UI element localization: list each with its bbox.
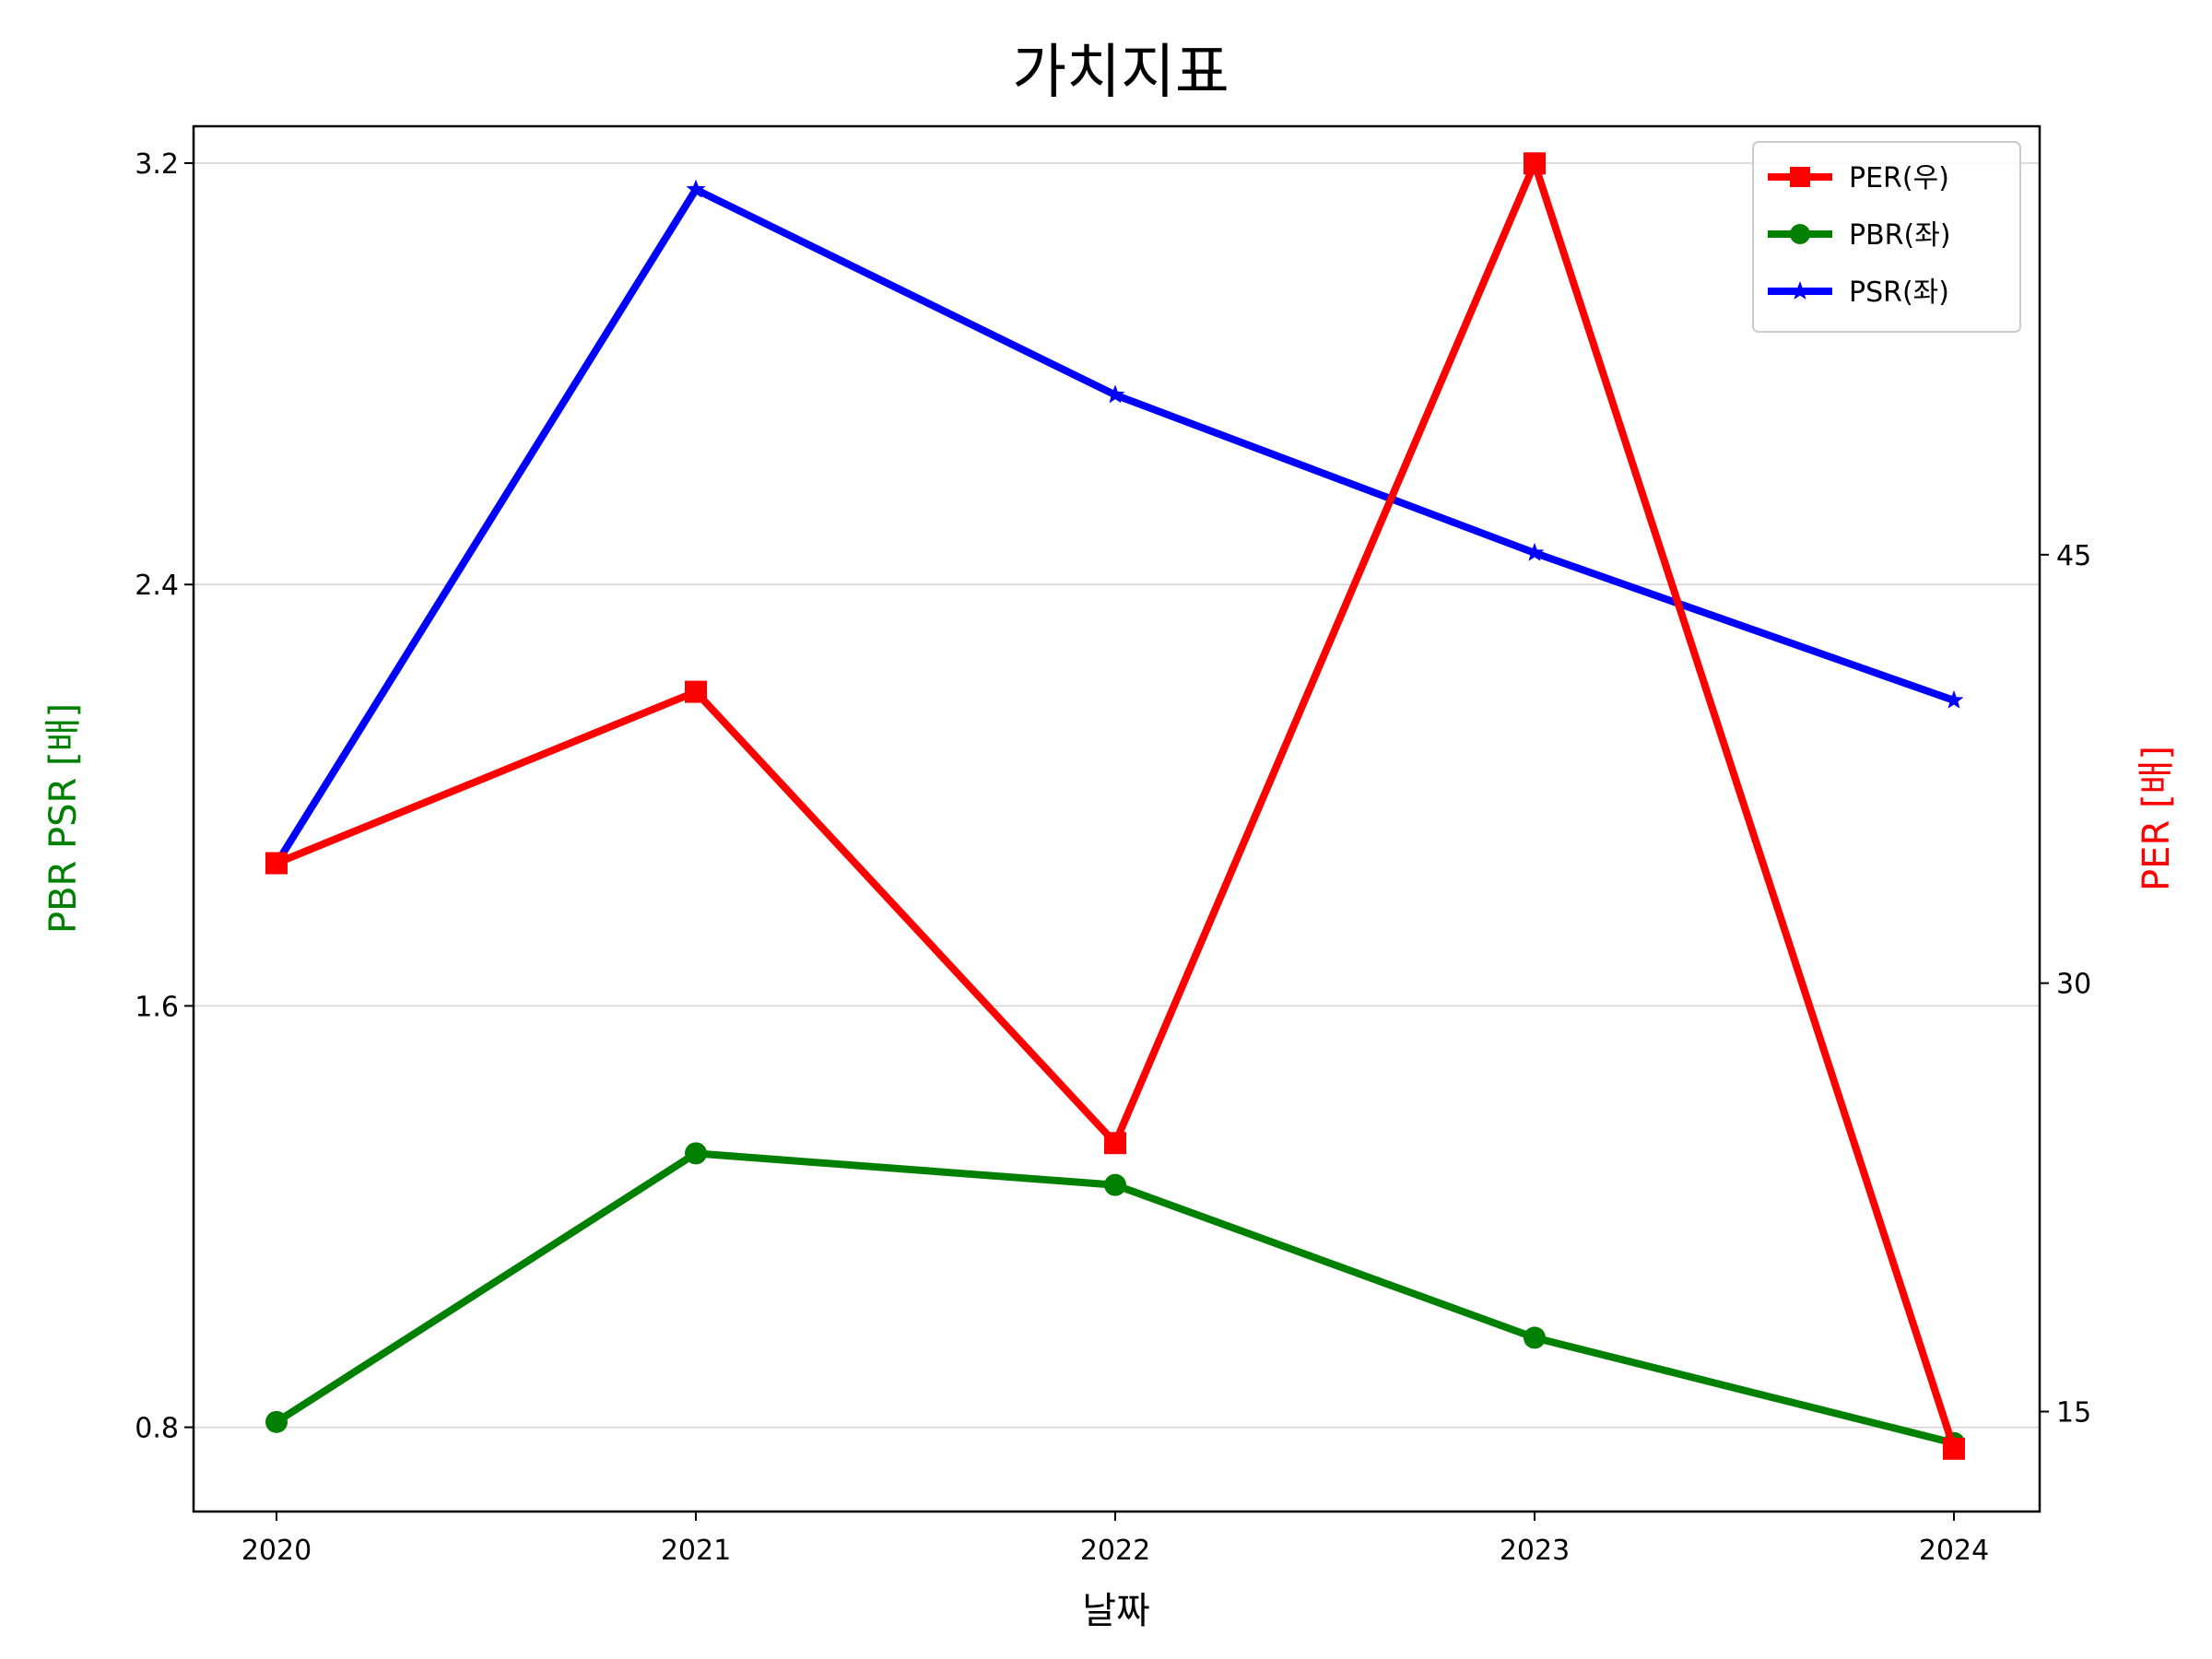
data-point	[1790, 281, 1810, 300]
series-layer	[265, 152, 1965, 1460]
legend-label: PER(우)	[1849, 162, 1949, 194]
y-right-tick-label: 45	[2056, 540, 2091, 572]
x-axis-label: 날짜	[1082, 1590, 1150, 1632]
legend-entry: PER(우)	[1768, 162, 1949, 194]
x-tick-label: 2024	[1919, 1535, 1989, 1567]
y-left-tick-label: 2.4	[135, 570, 179, 602]
data-point	[1104, 1173, 1126, 1196]
data-point	[1943, 1437, 1965, 1460]
x-tick-label: 2022	[1080, 1535, 1150, 1567]
x-axis: 2020 2021 2022 2023 2024	[241, 1512, 1989, 1567]
y-left-tick-label: 1.6	[135, 991, 179, 1023]
series-psr	[266, 179, 1964, 872]
data-point	[1524, 1326, 1546, 1349]
data-point	[1944, 689, 1964, 709]
legend-entry: PSR(좌)	[1768, 276, 1949, 309]
y-right-tick-label: 30	[2056, 969, 2091, 1001]
y-axis-right: 15 30 45	[2040, 540, 2091, 1430]
y-axis-left: 0.8 1.6 2.4 3.2	[135, 148, 194, 1445]
y-axis-left-label: PBR PSR [배]	[42, 703, 85, 934]
x-tick-label: 2021	[661, 1535, 731, 1567]
data-point	[1104, 1132, 1126, 1155]
y-left-tick-label: 0.8	[135, 1413, 179, 1445]
series-pbr	[265, 1142, 1965, 1454]
x-tick-label: 2020	[241, 1535, 312, 1567]
data-point	[1524, 542, 1545, 561]
chart-title: 가치지표	[1012, 39, 1230, 107]
y-left-tick-label: 3.2	[135, 148, 179, 181]
series-per	[265, 152, 1965, 1460]
data-point	[1790, 167, 1810, 187]
series-line	[274, 1149, 1955, 1447]
data-point	[265, 1410, 288, 1433]
series-line	[275, 152, 1958, 1451]
legend-label: PSR(좌)	[1849, 276, 1949, 309]
data-point	[686, 179, 706, 198]
plot-frame	[192, 124, 2041, 1513]
y-axis-right-label: PER [배]	[2136, 746, 2178, 891]
legend-entry: PBR(좌)	[1768, 219, 1951, 252]
data-point	[265, 852, 288, 875]
legend-box	[1752, 141, 2021, 333]
x-tick-label: 2023	[1500, 1535, 1570, 1567]
data-point	[685, 1142, 707, 1165]
y-right-tick-label: 15	[2056, 1397, 2091, 1430]
data-point	[1524, 152, 1546, 175]
grid-layer	[194, 162, 2040, 1429]
legend: PER(우) PBR(좌) PSR(좌)	[1752, 141, 2021, 333]
data-point	[685, 680, 707, 703]
legend-label: PBR(좌)	[1849, 219, 1951, 252]
data-point	[1105, 384, 1125, 404]
data-point	[1790, 224, 1810, 244]
